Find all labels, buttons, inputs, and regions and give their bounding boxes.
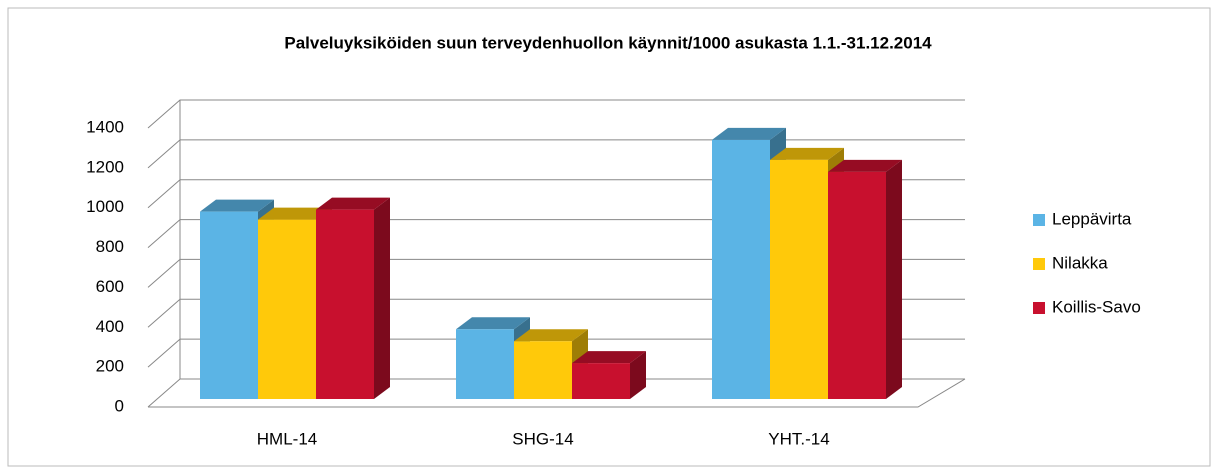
legend-swatch	[1033, 302, 1045, 314]
legend-label: Koillis-Savo	[1052, 297, 1141, 316]
bar-top	[770, 147, 844, 160]
grid-line	[147, 298, 965, 328]
legend-swatch	[1033, 214, 1045, 226]
grid-line	[147, 378, 965, 408]
bar	[828, 159, 902, 399]
grid-line	[147, 139, 965, 169]
x-tick-label: HML-14	[257, 429, 317, 448]
bar-top	[712, 127, 786, 140]
bar-top	[514, 329, 588, 342]
bar	[572, 351, 646, 399]
chart-title: Palveluyksiköiden suun terveydenhuollon …	[284, 33, 932, 52]
bar-front	[258, 219, 316, 399]
y-tick-label: 1200	[86, 157, 124, 176]
bar-front	[316, 209, 374, 399]
bar-side	[630, 351, 646, 399]
bar-side	[886, 159, 902, 399]
bar-top	[572, 351, 646, 364]
bar-front	[514, 341, 572, 399]
bar-top	[828, 159, 902, 172]
legend-swatch	[1033, 258, 1045, 270]
y-tick-label: 1400	[86, 117, 124, 136]
grid-line	[147, 338, 965, 368]
bar-top	[200, 199, 274, 212]
bar-top	[316, 197, 390, 210]
grid-line	[147, 219, 965, 248]
bar-front	[712, 139, 770, 399]
bar-front	[200, 211, 258, 399]
x-tick-label: SHG-14	[512, 429, 573, 448]
bar-front	[828, 171, 886, 399]
grid-line	[147, 99, 965, 129]
bar-top	[258, 207, 332, 220]
y-tick-label: 1000	[86, 197, 124, 216]
bar-front	[770, 159, 828, 399]
y-tick-label: 800	[96, 237, 124, 256]
y-tick-label: 0	[115, 396, 124, 415]
x-tick-label: YHT.-14	[768, 429, 829, 448]
legend-label: Leppävirta	[1052, 209, 1132, 228]
y-tick-label: 600	[96, 277, 124, 296]
y-tick-label: 400	[96, 317, 124, 336]
bar	[316, 197, 390, 399]
floor	[148, 378, 966, 408]
bar-front	[456, 329, 514, 399]
bar-top	[456, 317, 530, 330]
bar-side	[374, 197, 390, 399]
legend-label: Nilakka	[1052, 253, 1108, 272]
grid-line	[147, 179, 965, 209]
bar-front	[572, 363, 630, 399]
y-tick-label: 200	[96, 357, 124, 376]
grid-line	[147, 258, 965, 288]
